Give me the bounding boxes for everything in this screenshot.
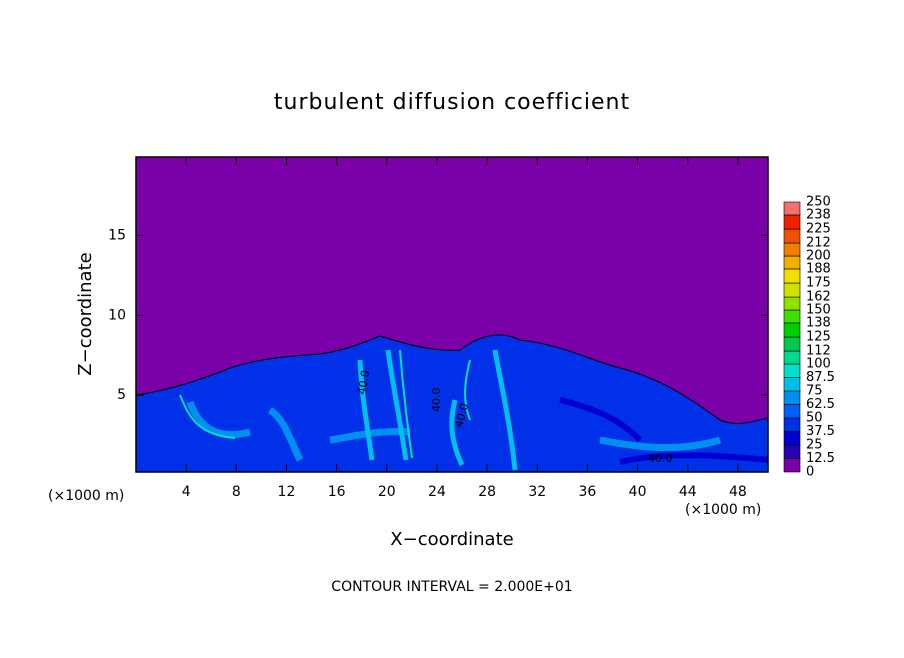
contour-label: 40.0 bbox=[648, 452, 673, 465]
colorbar-label: 225 bbox=[806, 222, 831, 237]
colorbar-label: 175 bbox=[806, 276, 831, 291]
colorbar-label: 37.5 bbox=[806, 424, 835, 439]
colorbar-bin bbox=[783, 458, 801, 473]
contour-label: 40.0 bbox=[430, 388, 443, 413]
x-tick-label: 4 bbox=[182, 484, 191, 500]
contour-label: 40.0 bbox=[452, 402, 471, 429]
colorbar-label: 0 bbox=[806, 465, 814, 480]
x-tick-label: 40 bbox=[629, 484, 647, 500]
colorbar-bin bbox=[783, 309, 801, 324]
colorbar-bin bbox=[783, 431, 801, 446]
colorbar-label: 12.5 bbox=[806, 451, 835, 466]
x-tick-label: 44 bbox=[679, 484, 697, 500]
colorbar-label: 138 bbox=[806, 315, 831, 330]
colorbar-label: 250 bbox=[806, 195, 831, 210]
chart-title: turbulent diffusion coefficient bbox=[274, 90, 630, 115]
x-tick-label: 12 bbox=[278, 484, 296, 500]
y-tick-label: 5 bbox=[117, 387, 126, 403]
y-tick-label: 15 bbox=[108, 227, 126, 243]
x-tick-label: 48 bbox=[729, 484, 747, 500]
colorbar-bin bbox=[783, 377, 801, 392]
colorbar-bin bbox=[783, 322, 801, 338]
x-axis-label: X−coordinate bbox=[390, 529, 513, 550]
x-tick-label: 16 bbox=[328, 484, 346, 500]
colorbar-label: 62.5 bbox=[806, 397, 835, 412]
colorbar-bin bbox=[783, 282, 801, 298]
x-tick-label: 28 bbox=[478, 484, 496, 500]
colorbar-label: 188 bbox=[806, 261, 831, 276]
colorbar-label: 75 bbox=[806, 384, 823, 399]
colorbar-bin bbox=[783, 390, 801, 405]
y-tick-label: 10 bbox=[108, 307, 126, 323]
colorbar-label: 150 bbox=[806, 303, 831, 318]
x-tick-label: 8 bbox=[232, 484, 241, 500]
colorbar-bin bbox=[783, 255, 801, 270]
footnote: CONTOUR INTERVAL = 2.000E+01 bbox=[331, 579, 572, 595]
colorbar-bin bbox=[783, 417, 801, 432]
colorbar-label: 238 bbox=[806, 207, 831, 222]
colorbar-bin bbox=[783, 363, 801, 378]
contour-label: 40.0 bbox=[355, 369, 372, 395]
colorbar-label: 112 bbox=[806, 344, 831, 359]
colorbar-label: 100 bbox=[806, 357, 831, 372]
colorbar-bin bbox=[783, 404, 801, 419]
colorbar-label: 25 bbox=[806, 438, 823, 453]
x-tick-label: 20 bbox=[378, 484, 396, 500]
colorbar-bin bbox=[783, 228, 801, 244]
colorbar-label: 162 bbox=[806, 290, 831, 305]
colorbar-bin bbox=[783, 350, 801, 365]
x-tick-label: 36 bbox=[579, 484, 597, 500]
x-tick-label: 24 bbox=[428, 484, 446, 500]
colorbar-label: 125 bbox=[806, 330, 831, 345]
colorbar-label: 200 bbox=[806, 249, 831, 264]
colorbar-bin bbox=[783, 336, 801, 352]
y-unit: (×1000 m) bbox=[48, 488, 124, 504]
x-unit: (×1000 m) bbox=[685, 502, 761, 518]
colorbar-bin bbox=[783, 444, 801, 459]
colorbar-bin bbox=[783, 201, 801, 216]
colorbar-label: 87.5 bbox=[806, 370, 835, 385]
field bbox=[135, 157, 769, 473]
colorbar-bin bbox=[783, 242, 801, 257]
colorbar-bin bbox=[783, 296, 801, 311]
x-tick-label: 32 bbox=[528, 484, 546, 500]
y-axis-label: Z−coordinate bbox=[75, 252, 96, 375]
colorbar-label: 50 bbox=[806, 411, 823, 426]
colorbar-bin bbox=[783, 214, 801, 230]
colorbar-bin bbox=[783, 268, 801, 284]
plot-frame bbox=[135, 156, 769, 473]
colorbar-label: 212 bbox=[806, 236, 831, 251]
